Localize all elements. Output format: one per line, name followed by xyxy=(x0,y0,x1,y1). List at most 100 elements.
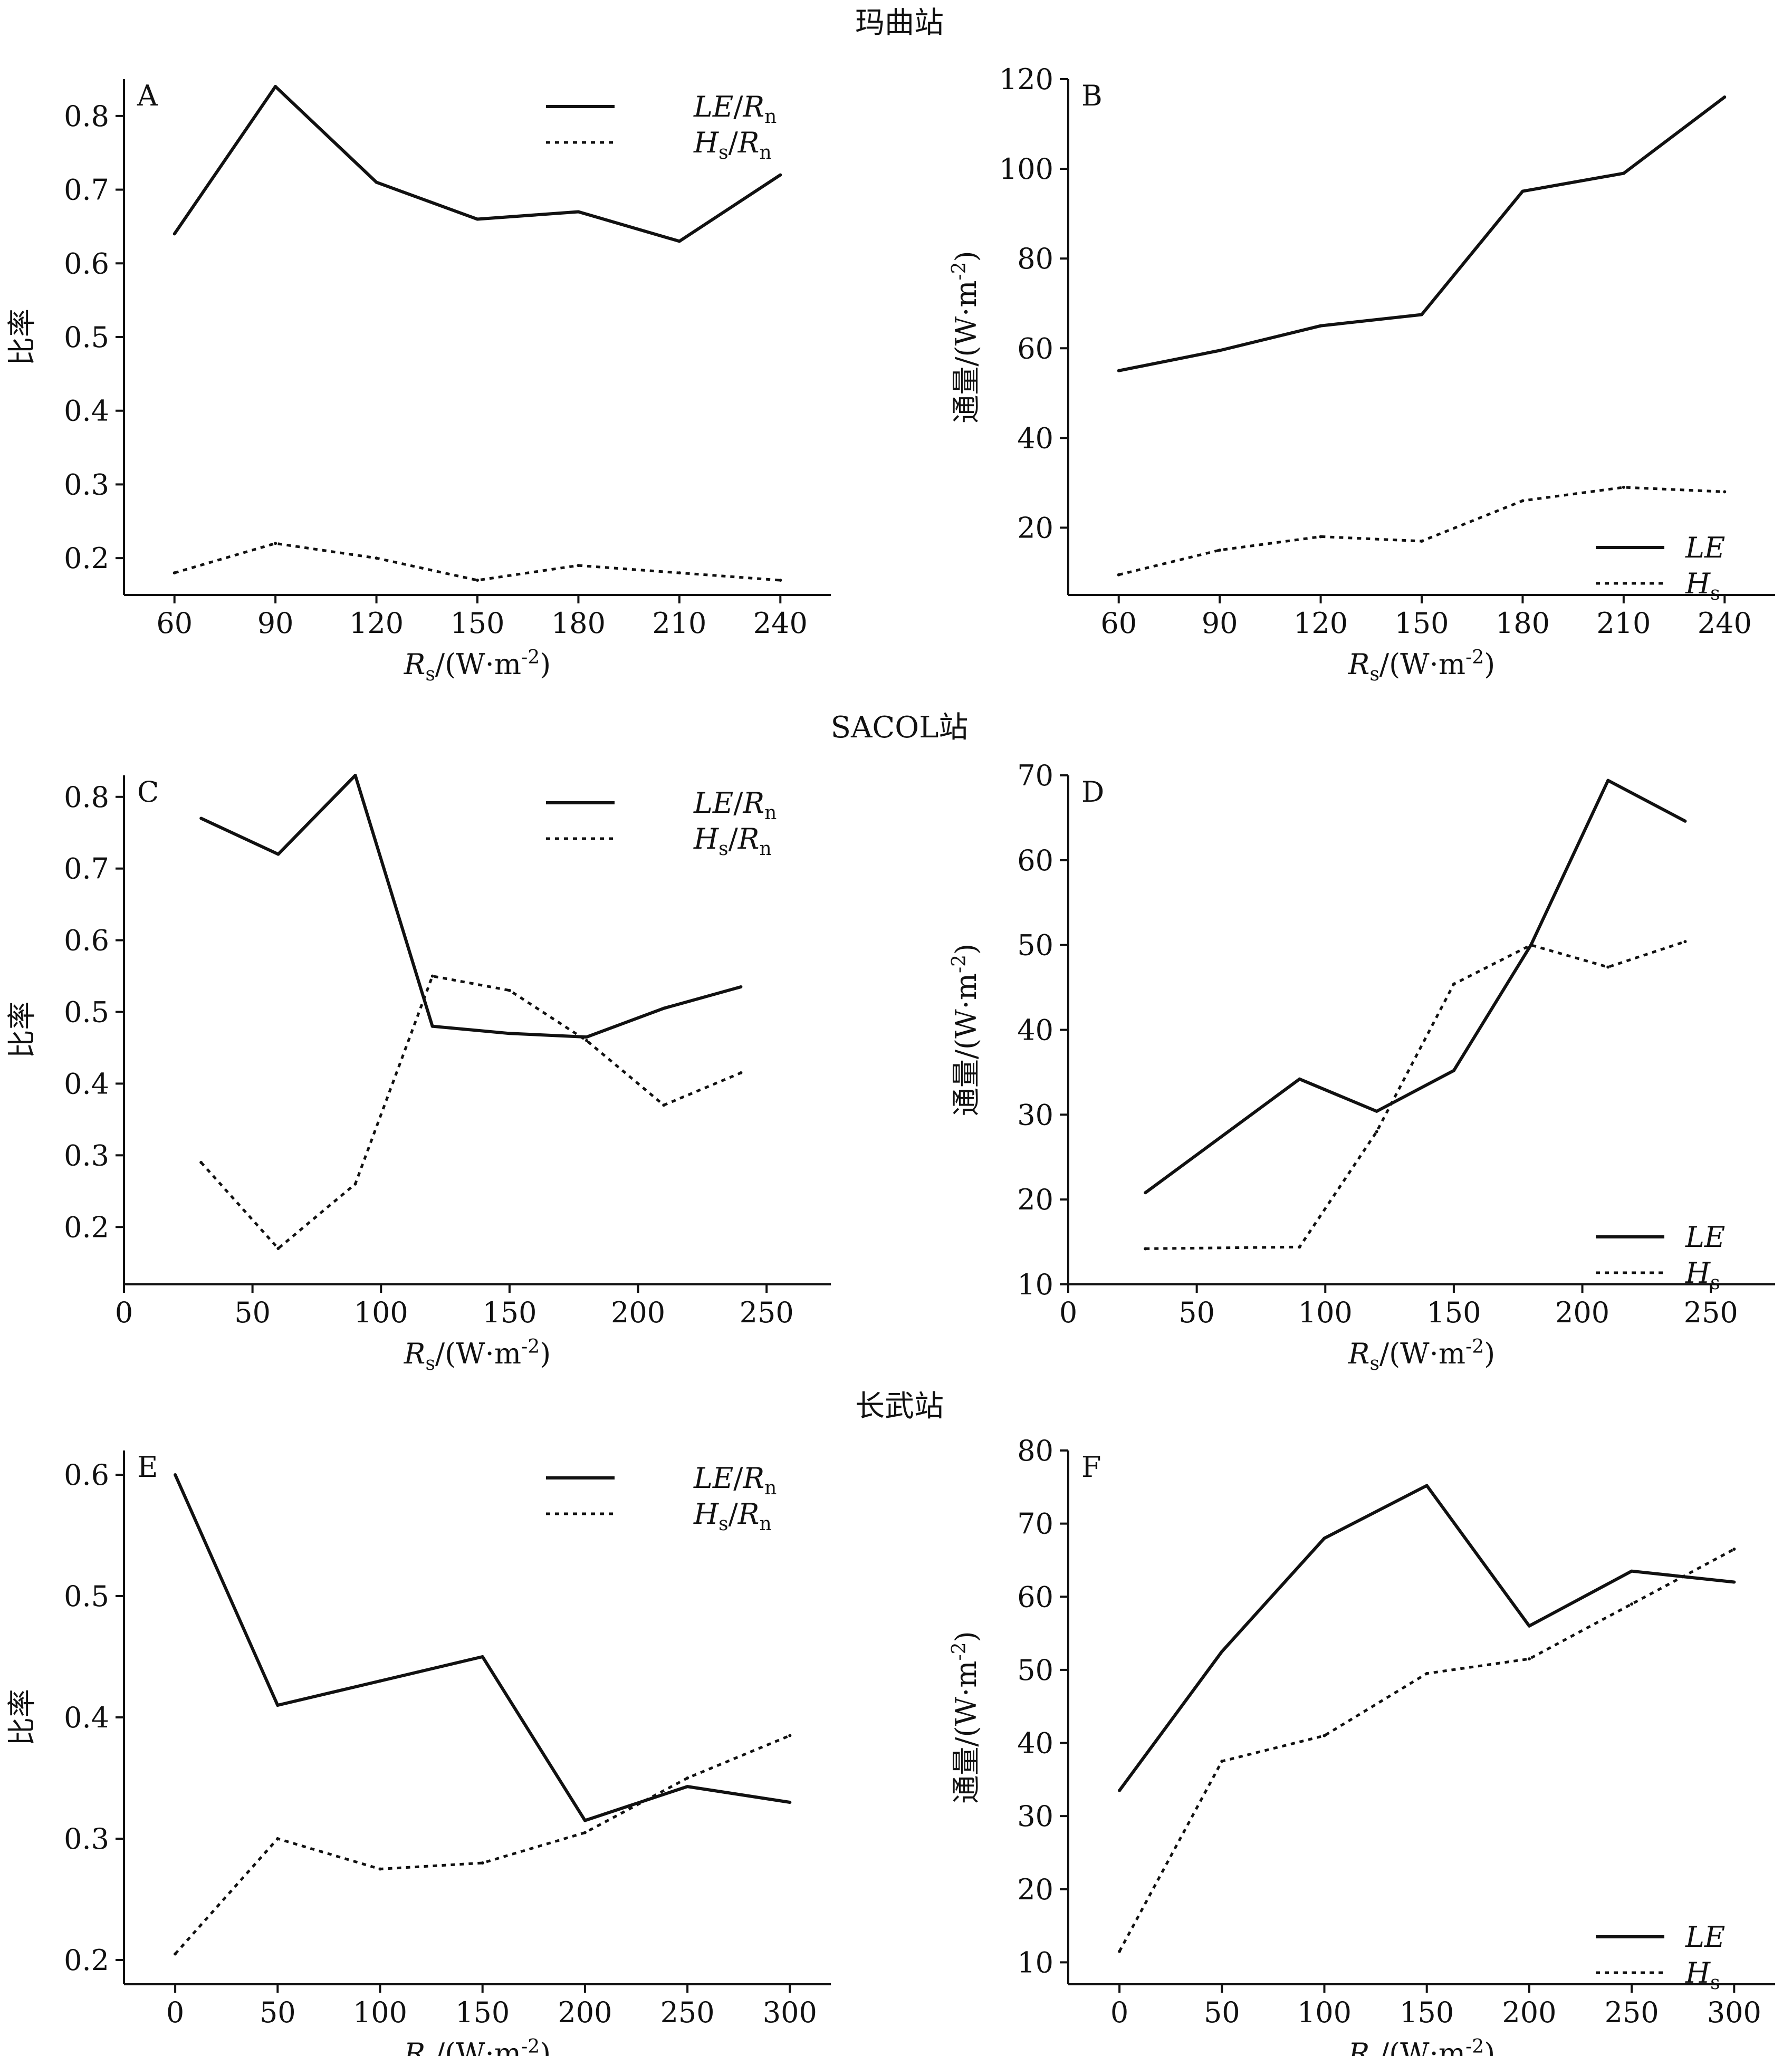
data-point-Hs/Rn xyxy=(199,1160,203,1164)
data-point-LE/Rn xyxy=(686,1785,689,1789)
x-tick-label: 100 xyxy=(1297,1996,1352,2029)
y-tick-label: 0.2 xyxy=(64,1944,109,1977)
data-point-Hs/Rn xyxy=(476,579,479,582)
x-axis-label: Rs/(W·m-2) xyxy=(404,1336,551,1375)
y-tick-label: 80 xyxy=(1017,242,1053,275)
data-point-Hs/Rn xyxy=(353,1182,357,1186)
panel-letter: A xyxy=(137,79,158,112)
data-point-LE/Rn xyxy=(577,210,580,214)
x-tick-label: 250 xyxy=(740,1296,794,1329)
x-tick-label: 90 xyxy=(1202,607,1238,640)
data-point-LE/Rn xyxy=(779,173,782,177)
y-tick-label: 40 xyxy=(1017,1727,1053,1760)
data-point-Hs/Rn xyxy=(507,988,511,992)
data-point-Hs xyxy=(1218,548,1222,552)
x-tick-label: 50 xyxy=(1204,1996,1240,2029)
panel-D: 0 50 100 150 200 250 10 20 30 40 50 60 70 D Rs/(W·m-2)… xyxy=(948,759,1775,1375)
y-tick-label: 80 xyxy=(1017,1434,1053,1467)
legend-label: Hs/Rn xyxy=(693,126,772,164)
x-tick-label: 50 xyxy=(234,1296,271,1329)
y-tick-label: 20 xyxy=(1017,1873,1053,1906)
series-line-Hs/Rn xyxy=(200,974,742,1251)
data-point-Hs xyxy=(1622,485,1625,489)
series-line-Hs/Rn xyxy=(174,1734,791,1955)
data-point-Hs/Rn xyxy=(662,1103,666,1107)
y-axis-label: 通量/(W·m-2) xyxy=(948,1631,983,1803)
data-point-LE xyxy=(1319,324,1323,328)
data-point-Hs/Rn xyxy=(430,974,434,978)
y-tick-label: 0.4 xyxy=(64,395,109,428)
data-point-Hs/Rn xyxy=(677,571,681,575)
x-tick-label: 0 xyxy=(1110,1996,1128,2029)
data-point-LE xyxy=(1606,779,1610,782)
data-point-LE/Rn xyxy=(739,985,743,988)
data-point-LE/Rn xyxy=(199,816,203,820)
data-point-LE/Rn xyxy=(481,1655,484,1658)
data-point-LE xyxy=(1630,1569,1634,1573)
panel-E: 0 50 100 150 200 250 300 0.2 0.3 0.4 0.5 0.6 E Rs/(W·… xyxy=(5,1450,831,2056)
y-axis-label: 通量/(W·m-2) xyxy=(948,251,983,423)
legend-label: Hs xyxy=(1685,1256,1720,1294)
data-point-Hs/Rn xyxy=(276,1247,280,1251)
panel-A: 60 90 120 150 180 210 240 0.2 0.3 0.4 0.5 0.6 0.7 0.8… xyxy=(5,79,831,685)
y-tick-label: 50 xyxy=(1017,1654,1053,1687)
x-tick-label: 300 xyxy=(763,1996,817,2029)
x-tick-label: 50 xyxy=(260,1996,296,2029)
y-tick-label: 0.2 xyxy=(64,1210,109,1244)
legend-label: LE xyxy=(1685,531,1725,564)
legend-label: LE xyxy=(1685,1920,1725,1954)
y-tick-label: 0.8 xyxy=(64,781,109,814)
y-tick-label: 60 xyxy=(1017,1580,1053,1613)
y-tick-label: 40 xyxy=(1017,421,1053,455)
x-tick-label: 100 xyxy=(354,1296,408,1329)
x-tick-label: 240 xyxy=(753,607,808,640)
x-tick-label: 150 xyxy=(1394,607,1449,640)
data-point-LE/Rn xyxy=(276,1704,280,1707)
y-tick-label: 0.3 xyxy=(64,1822,109,1856)
x-tick-label: 150 xyxy=(1426,1296,1481,1329)
x-tick-label: 120 xyxy=(349,607,404,640)
data-point-Hs/Rn xyxy=(788,1734,792,1737)
data-point-LE xyxy=(1622,171,1625,175)
x-tick-label: 250 xyxy=(660,1996,715,2029)
station-title-maqu: 玛曲站 xyxy=(855,6,944,40)
y-tick-label: 60 xyxy=(1017,844,1053,877)
data-point-Hs xyxy=(1420,539,1423,543)
x-tick-label: 250 xyxy=(1684,1296,1738,1329)
data-point-Hs xyxy=(1529,943,1533,947)
x-tick-label: 100 xyxy=(353,1996,407,2029)
data-point-LE xyxy=(1527,1624,1531,1628)
panel-F: 0 50 100 150 200 250 300 10 20 30 40 50 60 70 80 F Rs/(W… xyxy=(948,1434,1775,2056)
x-axis-label: Rs/(W·m-2) xyxy=(1348,647,1495,685)
legend-label: LE/Rn xyxy=(693,90,777,128)
panel-letter: D xyxy=(1081,775,1104,809)
data-point-LE/Rn xyxy=(174,1473,177,1476)
data-point-LE/Rn xyxy=(353,774,357,777)
data-point-Hs xyxy=(1452,982,1455,986)
panel-letter: F xyxy=(1081,1450,1101,1484)
y-tick-label: 30 xyxy=(1017,1800,1053,1833)
data-point-Hs xyxy=(1220,1760,1224,1763)
legend-label: Hs/Rn xyxy=(693,822,772,860)
panel-B: 60 90 120 150 180 210 240 20 40 60 80 100 120 B Rs/(W·… xyxy=(948,63,1775,685)
y-tick-label: 120 xyxy=(999,63,1053,96)
data-point-Hs/Rn xyxy=(583,1831,587,1834)
y-tick-label: 100 xyxy=(999,152,1053,186)
y-tick-label: 0.3 xyxy=(64,1139,109,1172)
y-tick-label: 10 xyxy=(1017,1946,1053,1979)
data-point-Hs xyxy=(1732,1548,1736,1551)
x-axis-label: Rs/(W·m-2) xyxy=(404,2036,551,2056)
data-point-Hs/Rn xyxy=(577,564,580,568)
x-tick-label: 210 xyxy=(1596,607,1651,640)
data-point-Hs/Rn xyxy=(378,1867,382,1871)
panel-letter: E xyxy=(137,1450,158,1484)
data-point-Hs/Rn xyxy=(173,571,176,575)
data-point-Hs/Rn xyxy=(276,1837,280,1840)
y-axis-label: 比率 xyxy=(5,309,39,366)
legend-label: LE/Rn xyxy=(693,786,777,824)
y-axis-label: 比率 xyxy=(5,1002,39,1059)
y-tick-label: 0.7 xyxy=(64,852,109,886)
series-line-LE xyxy=(1118,1484,1734,1792)
data-point-Hs xyxy=(1527,1657,1531,1661)
